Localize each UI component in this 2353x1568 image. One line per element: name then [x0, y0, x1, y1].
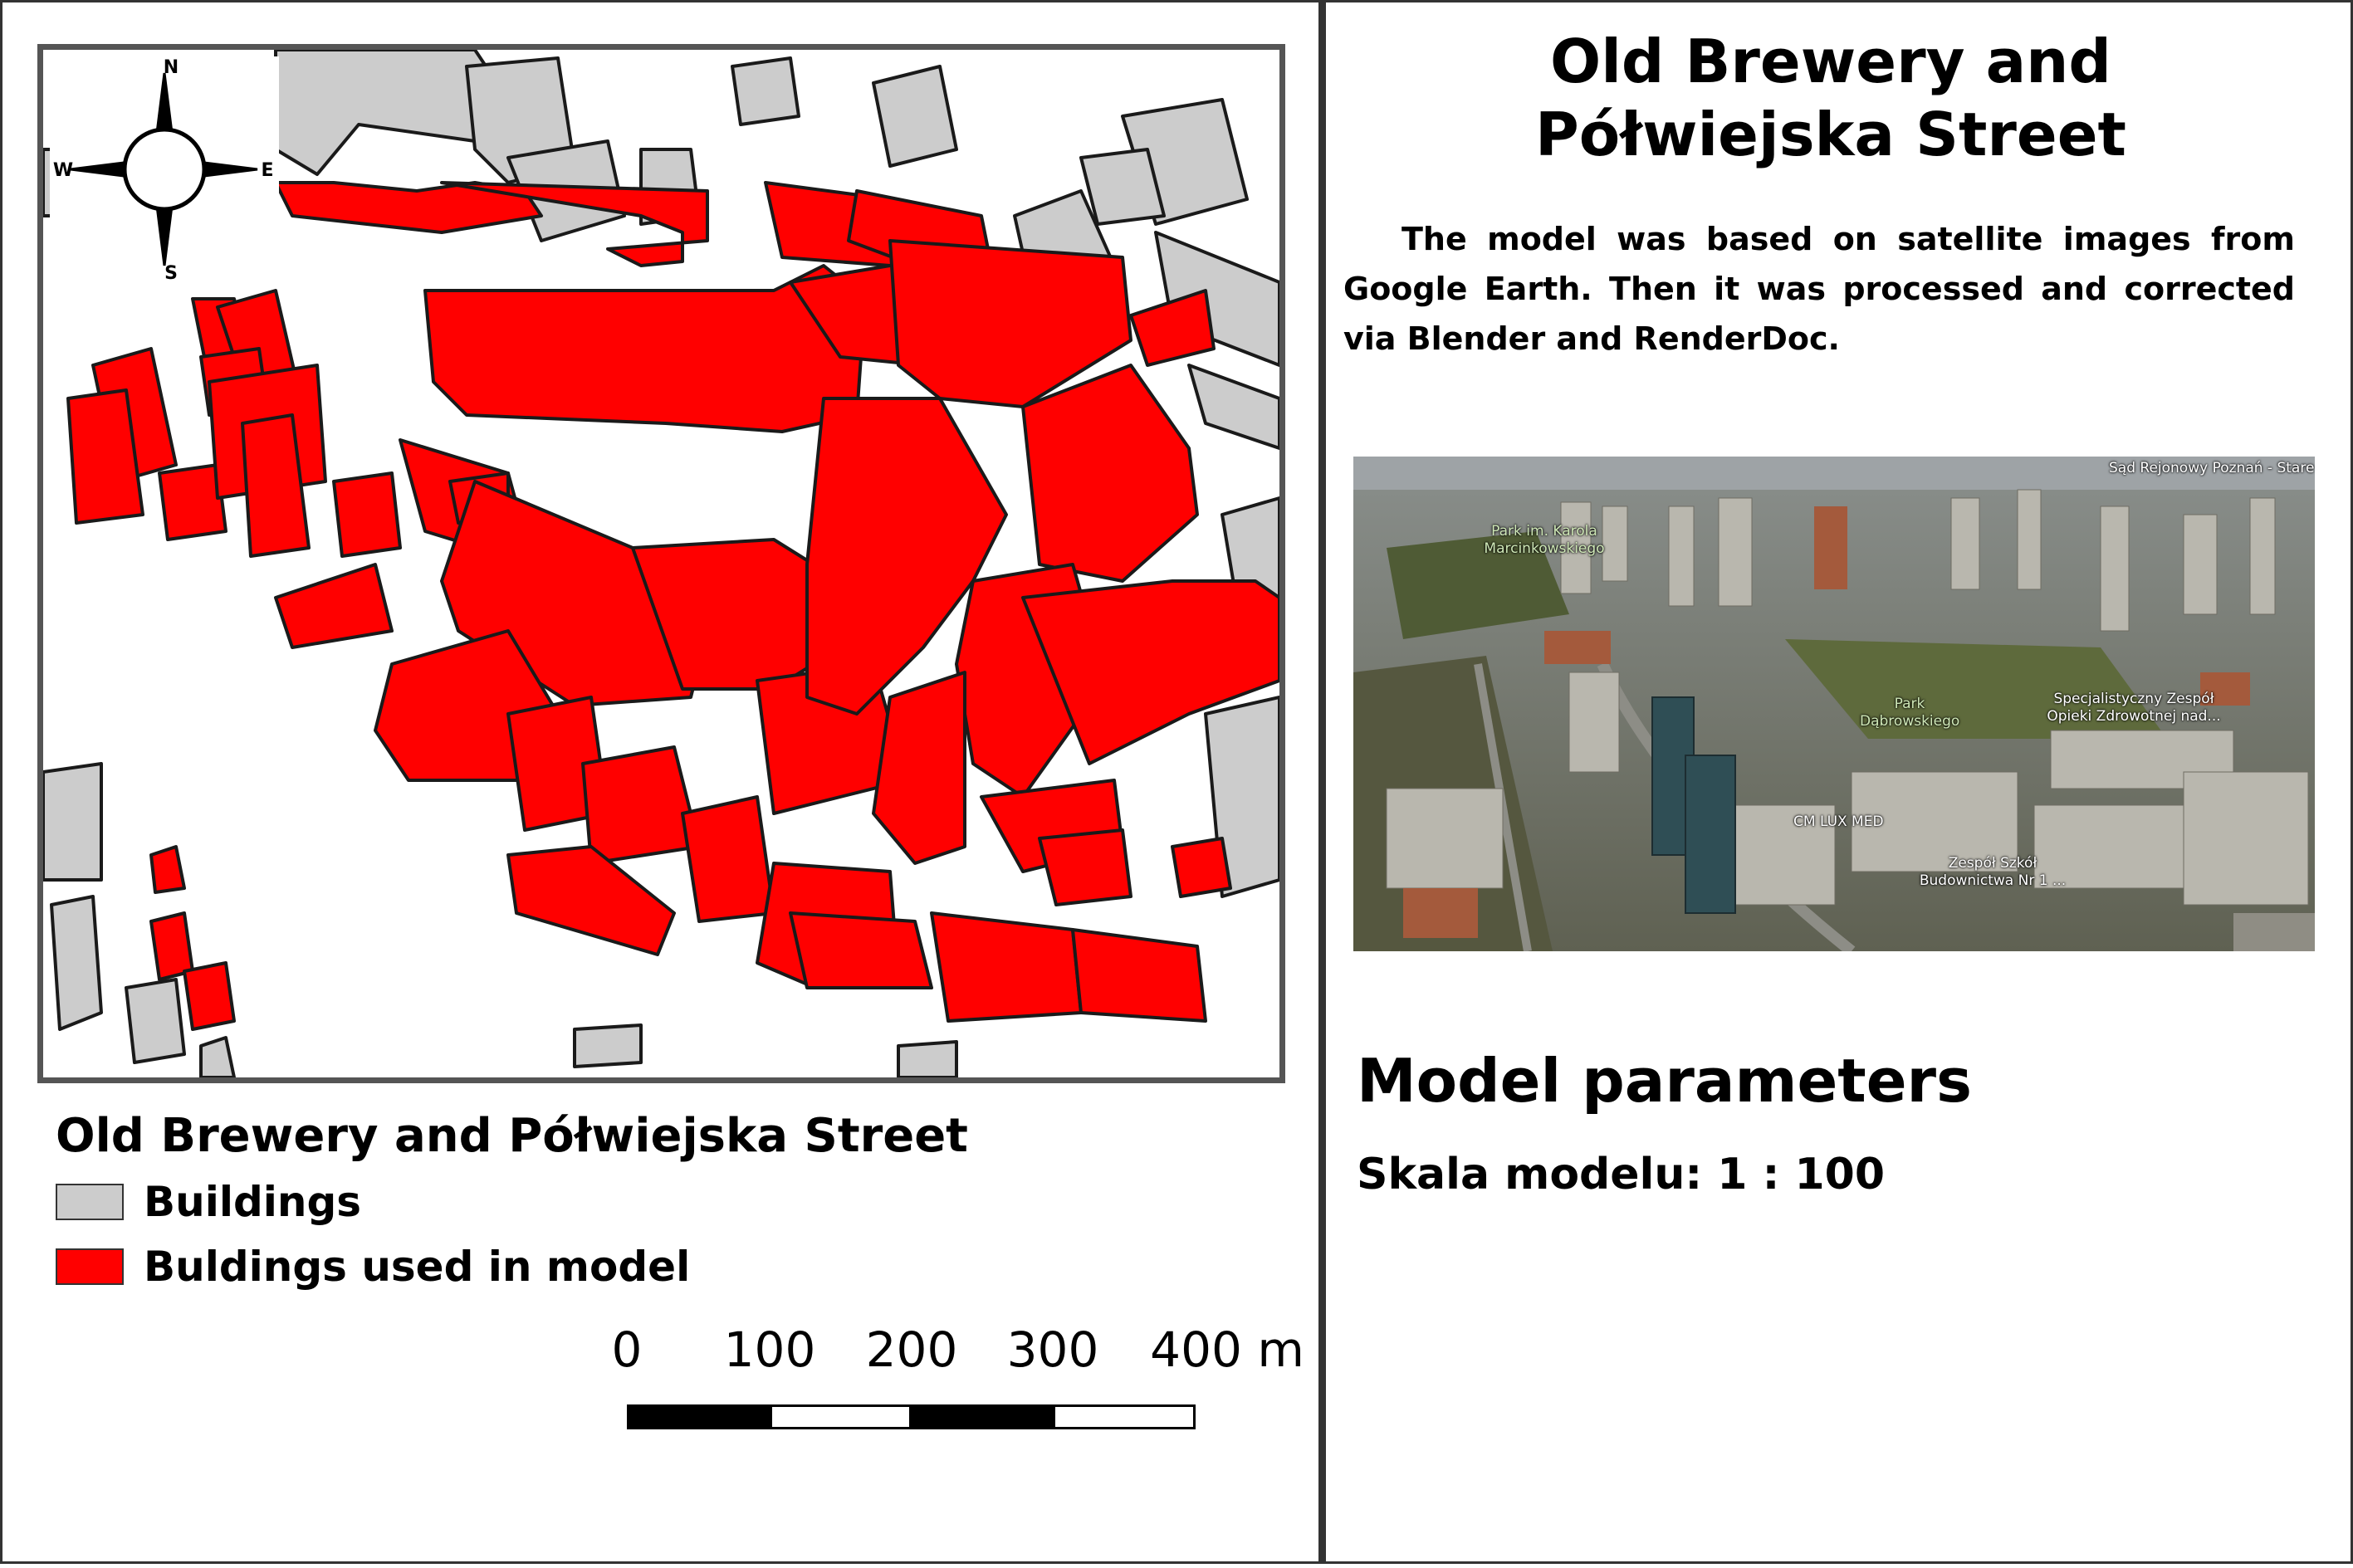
grey-building	[573, 1023, 643, 1068]
params-title: Model parameters	[1357, 1046, 1972, 1116]
satellite-label: Zespół Szkół Budownictwa Nr 1 ...	[1919, 855, 2067, 889]
legend-item-model: Buldings used in model	[56, 1243, 691, 1291]
scale-segment	[770, 1404, 912, 1429]
scale-label: 100	[723, 1321, 816, 1378]
legend-item-buildings: Buildings	[56, 1178, 362, 1226]
satellite-label: CM LUX MED	[1793, 813, 1884, 830]
scale-segment	[627, 1404, 770, 1429]
model-building	[332, 471, 402, 558]
legend-label: Buildings	[144, 1178, 362, 1226]
model-buildings	[66, 181, 1279, 1031]
model-building	[789, 911, 933, 989]
building-map	[43, 50, 1279, 1077]
model-building	[66, 388, 144, 525]
grey-building	[872, 65, 958, 168]
legend-title: Old Brewery and Półwiejska Street	[56, 1109, 968, 1163]
model-building	[440, 181, 709, 267]
grey-building	[274, 50, 510, 176]
model-building	[930, 911, 1083, 1023]
scale-segment	[1053, 1404, 1196, 1429]
grey-building	[1154, 231, 1279, 367]
model-building	[183, 961, 236, 1031]
satellite-label: Park im. Karola Marcinkowskiego	[1484, 523, 1605, 557]
model-building	[274, 563, 394, 649]
model-building	[158, 463, 227, 541]
map-layout-panel	[0, 0, 1321, 1564]
grey-building	[1079, 148, 1166, 226]
north-arrow-compass: N S W E	[50, 56, 279, 282]
compass-e-label: E	[261, 160, 273, 181]
model-building	[1171, 837, 1232, 898]
model-building	[506, 845, 676, 956]
info-description: The model was based on satellite images …	[1343, 221, 2295, 357]
model-building	[1038, 828, 1132, 906]
satellite-label: Sąd Rejonowy Poznań - Stare Miasto w Poz…	[2109, 460, 2315, 476]
compass-n-label: N	[164, 57, 179, 78]
info-panel	[1321, 0, 2353, 1564]
compass-w-label: W	[53, 160, 73, 181]
scale-label: 300	[1006, 1321, 1099, 1378]
model-building	[241, 413, 311, 558]
model-building	[681, 795, 775, 923]
compass-ring-icon	[122, 127, 207, 212]
grey-building	[897, 1040, 958, 1077]
model-building	[1129, 289, 1216, 367]
model-building	[581, 745, 701, 865]
legend-label: Buldings used in model	[144, 1243, 691, 1291]
scale-segment	[912, 1404, 1053, 1429]
model-building	[149, 845, 186, 894]
grey-building	[125, 978, 186, 1064]
grey-building	[1187, 364, 1279, 450]
satellite-label: Specjalistyczny Zespół Opieki Zdrowotnej…	[2047, 691, 2221, 725]
scale-bar: 0 100 200 300 400 m	[606, 1321, 1304, 1446]
scale-label: 400 m	[1150, 1321, 1304, 1378]
model-building	[872, 671, 966, 865]
legend-swatch-red	[56, 1248, 124, 1285]
params-scale: Skala modelu: 1 : 100	[1357, 1150, 1886, 1199]
grey-building	[50, 895, 103, 1031]
grey-building	[731, 56, 800, 126]
grey-building	[199, 1036, 236, 1077]
scale-label: 200	[865, 1321, 958, 1378]
model-building	[805, 397, 1008, 716]
satellite-label: Park Dąbrowskiego	[1860, 696, 1960, 730]
model-building	[1021, 579, 1279, 765]
satellite-image: Sąd Rejonowy Poznań - Stare Miasto w Poz…	[1353, 457, 2315, 951]
model-building	[1021, 364, 1199, 583]
scale-label: 0	[611, 1321, 643, 1378]
compass-s-label: S	[164, 263, 178, 282]
info-title: Old Brewery and Półwiejska Street	[1535, 27, 2126, 169]
legend-swatch-grey	[56, 1184, 124, 1220]
model-building	[1071, 928, 1207, 1023]
grey-building	[43, 762, 103, 882]
map-canvas: N S W E	[37, 44, 1285, 1083]
